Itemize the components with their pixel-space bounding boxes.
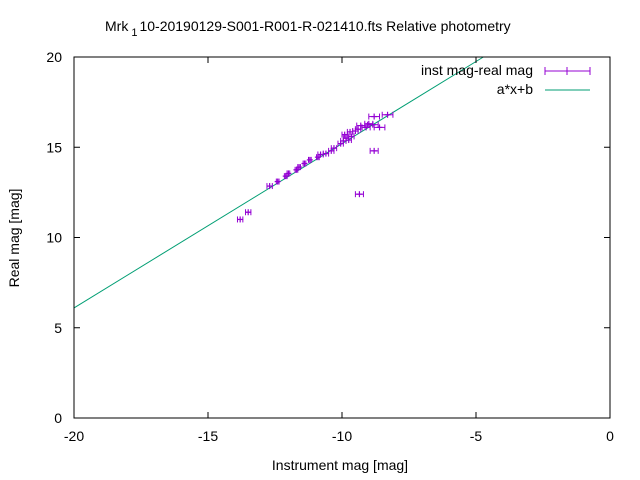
data-point	[381, 111, 394, 118]
legend-label-points: inst mag-real mag	[421, 62, 533, 78]
x-tick-label: -20	[64, 428, 84, 444]
data-point	[236, 216, 244, 223]
data-point	[245, 209, 252, 216]
data-point	[266, 183, 273, 190]
data-point	[361, 124, 371, 131]
x-tick-label: -5	[470, 428, 483, 444]
y-tick-label: 20	[46, 49, 62, 65]
data-point	[348, 133, 355, 140]
legend: inst mag-real mag a*x+b	[421, 62, 591, 97]
y-tick-label: 10	[46, 230, 62, 246]
y-tick-label: 15	[46, 139, 62, 155]
data-point	[285, 170, 292, 177]
data-point	[274, 178, 281, 185]
data-layer	[73, 56, 484, 309]
data-point	[322, 150, 330, 157]
y-tick-label: 0	[54, 410, 62, 426]
data-point	[373, 124, 386, 131]
x-tick-label: -10	[332, 428, 352, 444]
x-tick-label: -15	[198, 428, 218, 444]
data-point	[330, 145, 338, 152]
title-subscript: 1	[131, 27, 137, 39]
data-point	[346, 128, 354, 135]
data-point	[341, 131, 348, 138]
data-point	[366, 121, 379, 128]
chart-title: Mrk 1 10-20190129-S001-R001-R-021410.fts…	[105, 18, 511, 39]
legend-label-fit: a*x+b	[497, 81, 533, 97]
data-point	[354, 126, 362, 133]
axis-ticks: -20 -15 -10 -5 0 0 5 10 15 20	[46, 49, 614, 444]
data-point	[354, 191, 364, 198]
y-tick-label: 5	[54, 320, 62, 336]
title-rest: 10-20190129-S001-R001-R-021410.fts Relat…	[139, 18, 510, 34]
data-point	[368, 113, 381, 120]
x-axis-label: Instrument mag [mag]	[272, 457, 408, 473]
data-point	[306, 156, 313, 163]
data-point	[301, 160, 308, 167]
title-main: Mrk	[105, 18, 129, 34]
data-point	[369, 147, 379, 154]
y-axis-label: Real mag [mag]	[6, 189, 22, 288]
plot-frame	[73, 56, 611, 419]
x-tick-label: 0	[606, 428, 614, 444]
data-point	[296, 164, 303, 171]
